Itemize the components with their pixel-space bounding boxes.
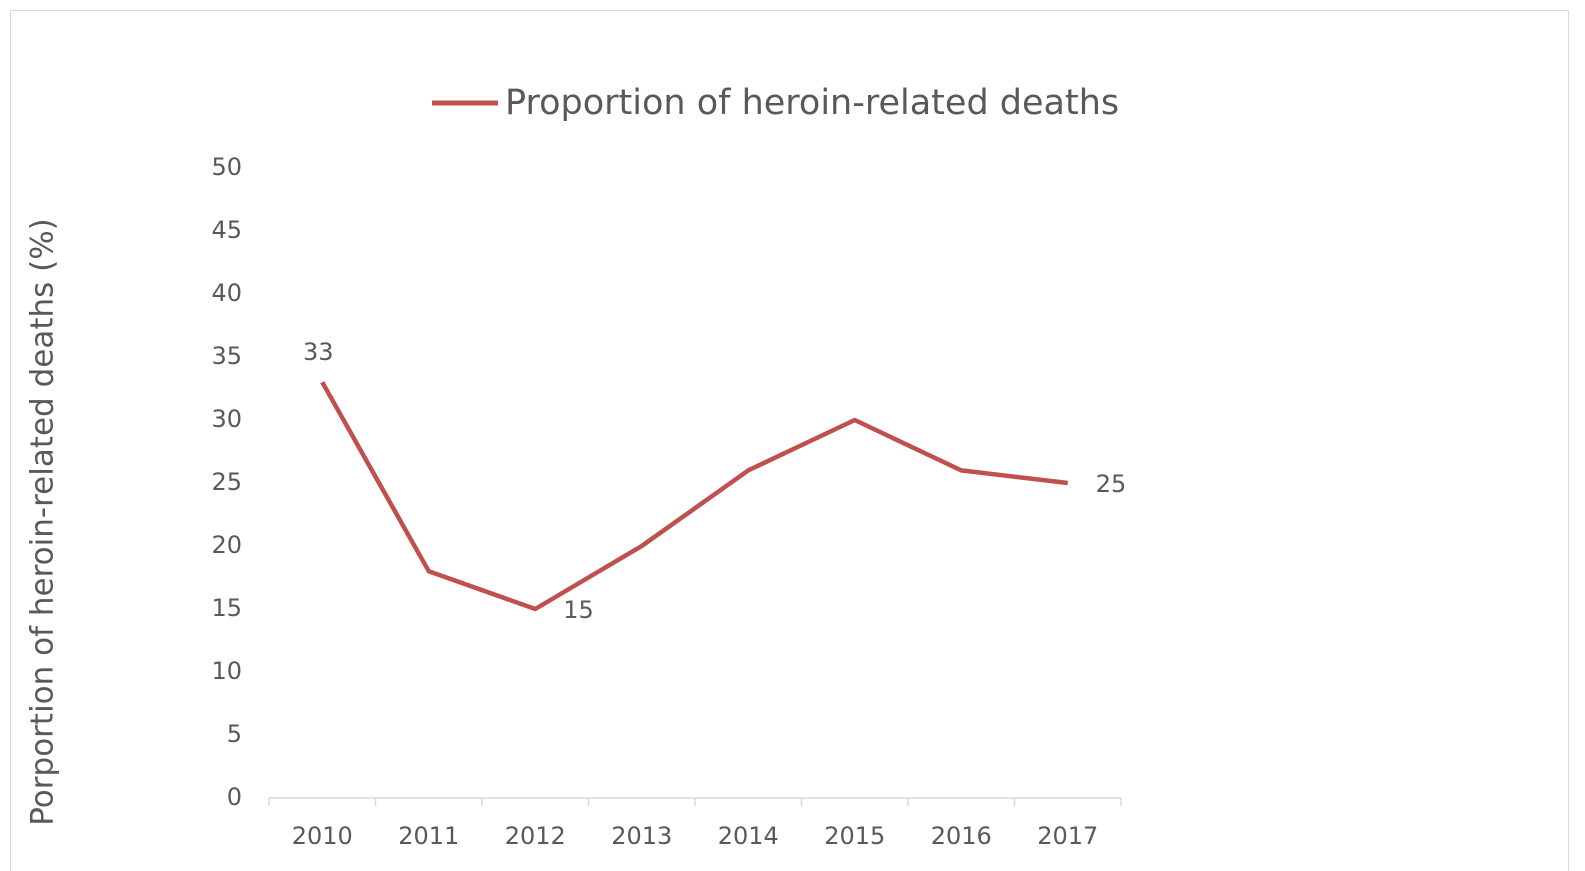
- x-tick-label: 2013: [611, 822, 672, 850]
- y-tick-label: 40: [211, 279, 242, 307]
- y-tick-label: 20: [211, 531, 242, 559]
- y-tick-label: 5: [227, 720, 242, 748]
- data-label: 25: [1096, 470, 1127, 498]
- x-tick-label: 2016: [931, 822, 992, 850]
- x-tick-label: 2014: [718, 822, 779, 850]
- y-tick-label: 50: [211, 153, 242, 181]
- series-line: [320, 381, 1069, 612]
- y-tick-label: 15: [211, 594, 242, 622]
- data-label: 33: [303, 338, 334, 366]
- x-tick-label: 2012: [505, 822, 566, 850]
- y-tick-label: 25: [211, 468, 242, 496]
- y-tick-label: 45: [211, 216, 242, 244]
- y-tick-label: 10: [211, 657, 242, 685]
- y-tick-label: 30: [211, 405, 242, 433]
- data-label: 15: [563, 596, 594, 624]
- y-tick-label: 35: [211, 342, 242, 370]
- x-tick-label: 2017: [1037, 822, 1098, 850]
- y-tick-label: 0: [227, 783, 242, 811]
- chart-border: [10, 10, 1569, 871]
- x-tick-label: 2015: [824, 822, 885, 850]
- x-tick-label: 2011: [398, 822, 459, 850]
- y-axis-title: Porportion of heroin-related deaths (%): [25, 218, 61, 826]
- x-tick-label: 2010: [292, 822, 353, 850]
- legend-label: Proportion of heroin-related deaths: [505, 83, 1119, 123]
